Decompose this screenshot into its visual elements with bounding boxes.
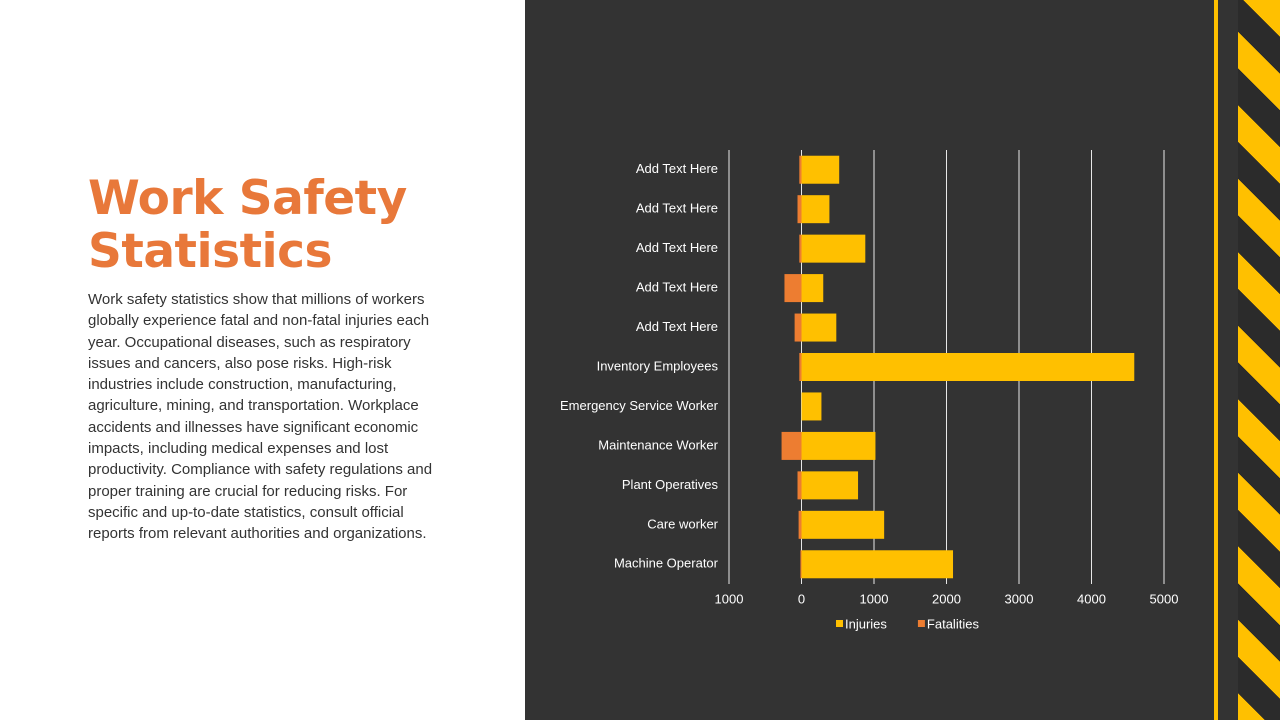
- bar: [801, 274, 824, 303]
- accent-line: [1214, 0, 1218, 720]
- y-tick-label: Maintenance Worker: [598, 437, 718, 452]
- bar: [797, 195, 802, 224]
- bar: [801, 234, 866, 263]
- x-tick-label: 4000: [1077, 591, 1106, 606]
- bar: [784, 274, 802, 303]
- y-tick-label: Add Text Here: [636, 201, 718, 216]
- x-tick-label: 2000: [932, 591, 961, 606]
- bar: [801, 195, 830, 224]
- bar: [801, 392, 822, 421]
- x-tick-label: 1000: [715, 591, 744, 606]
- bar: [801, 471, 859, 500]
- y-tick-label: Emergency Service Worker: [560, 398, 719, 413]
- legend-label: Injuries: [845, 616, 887, 631]
- legend-label: Fatalities: [927, 616, 980, 631]
- y-tick-label: Care worker: [647, 516, 718, 531]
- bar: [781, 431, 802, 460]
- bar: [801, 353, 1135, 381]
- bar: [801, 313, 837, 342]
- y-tick-label: Add Text Here: [636, 280, 718, 295]
- hazard-stripes: [1238, 0, 1280, 720]
- bar: [794, 313, 802, 342]
- y-tick-label: Add Text Here: [636, 161, 718, 176]
- bar: [799, 234, 802, 263]
- bar: [801, 510, 885, 539]
- slide-title: Work Safety Statistics: [88, 171, 407, 279]
- bar: [801, 155, 840, 184]
- y-tick-label: Add Text Here: [636, 240, 718, 255]
- legend-swatch: [836, 620, 843, 627]
- x-tick-label: 1000: [860, 591, 889, 606]
- y-tick-label: Inventory Employees: [597, 358, 719, 373]
- y-tick-label: Machine Operator: [614, 556, 719, 571]
- slide-body: Work safety statistics show that million…: [88, 291, 433, 543]
- bar: [797, 471, 802, 500]
- bar: [800, 550, 802, 579]
- x-tick-label: 0: [798, 591, 805, 606]
- bar: [798, 510, 802, 539]
- bar: [801, 431, 876, 460]
- legend-swatch: [917, 620, 925, 627]
- bar: [799, 353, 802, 381]
- bar: [801, 550, 954, 579]
- x-tick-label: 3000: [1005, 591, 1034, 606]
- text-panel: Work Safety Statistics Work safety stati…: [0, 0, 525, 720]
- y-tick-label: Add Text Here: [636, 319, 718, 334]
- y-tick-label: Plant Operatives: [622, 477, 719, 492]
- x-tick-label: 5000: [1150, 591, 1179, 606]
- bar: [799, 155, 802, 184]
